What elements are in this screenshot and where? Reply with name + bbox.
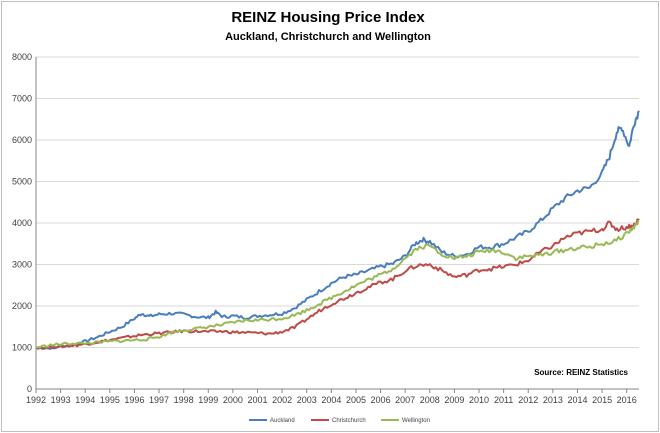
y-tick-label: 8000 — [12, 52, 32, 62]
x-tick-label: 1996 — [124, 395, 144, 405]
y-tick-label: 5000 — [12, 177, 32, 187]
x-tick-label: 1992 — [26, 395, 46, 405]
legend-label-auckland: Auckland — [270, 418, 295, 424]
x-tick-label: 2001 — [247, 395, 267, 405]
x-tick-label: 2013 — [543, 395, 563, 405]
series-lines — [35, 110, 640, 350]
x-tick-label: 1994 — [75, 395, 95, 405]
source-annotation: Source: REINZ Statistics — [534, 368, 628, 377]
x-tick-label: 2004 — [321, 395, 341, 405]
x-tick-label: 2003 — [297, 395, 317, 405]
x-tick-label: 2016 — [617, 395, 637, 405]
y-tick-label: 4000 — [12, 218, 32, 228]
y-axis: 0 1000 2000 3000 4000 5000 6000 7000 8000 — [12, 52, 37, 394]
chart-title: REINZ Housing Price Index — [231, 9, 425, 26]
x-tick-label: 2006 — [371, 395, 391, 405]
series-line-auckland — [35, 110, 640, 350]
x-tick-label: 1998 — [174, 395, 194, 405]
x-tick-label: 2012 — [518, 395, 538, 405]
legend-label-wellington: Wellington — [402, 418, 430, 424]
chart-subtitle: Auckland, Christchurch and Wellington — [225, 31, 431, 43]
y-tick-label: 6000 — [12, 135, 32, 145]
x-tick-label: 2015 — [592, 395, 612, 405]
y-tick-label: 0 — [27, 384, 32, 394]
x-tick-label: 1995 — [100, 395, 120, 405]
x-tick-label: 2014 — [567, 395, 587, 405]
x-tick-label: 2002 — [272, 395, 292, 405]
x-tick-label: 1999 — [198, 395, 218, 405]
x-tick-label: 1993 — [51, 395, 71, 405]
x-tick-label: 2000 — [223, 395, 243, 405]
series-line-wellington — [35, 219, 640, 349]
x-tick-label: 2010 — [469, 395, 489, 405]
x-axis: 1992 1993 1994 1995 1996 1997 1998 1999 2000 2001… — [26, 388, 639, 405]
y-tick-label: 7000 — [12, 94, 32, 104]
legend-label-christchurch: Christchurch — [332, 418, 366, 424]
x-tick-label: 2005 — [346, 395, 366, 405]
y-tick-label: 3000 — [12, 260, 32, 270]
x-tick-label: 2009 — [444, 395, 464, 405]
x-tick-label: 2007 — [395, 395, 415, 405]
series-line-christchurch — [35, 218, 640, 350]
x-tick-label: 1997 — [149, 395, 169, 405]
y-tick-label: 2000 — [12, 301, 32, 311]
y-tick-label: 1000 — [12, 343, 32, 353]
x-tick-label: 2008 — [420, 395, 440, 405]
x-tick-label: 2011 — [494, 395, 513, 405]
legend: Auckland Christchurch Wellington — [249, 418, 430, 424]
